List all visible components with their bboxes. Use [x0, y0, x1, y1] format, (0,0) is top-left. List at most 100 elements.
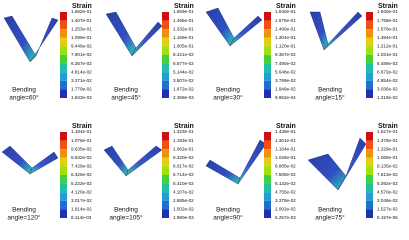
- colorbar-tick: 1.076e-01: [71, 138, 92, 143]
- colorbar-segment: [264, 140, 271, 150]
- colorbar-tick: 1.758e-01: [377, 18, 398, 23]
- colorbar-segment: [60, 132, 67, 141]
- plate: [337, 137, 367, 191]
- colorbar-segment: [264, 175, 271, 184]
- colorbar-segment: [366, 157, 373, 167]
- colorbar-tick: 1.193e-01: [173, 138, 194, 143]
- colorbar-segment: [162, 183, 169, 193]
- colorbar-segment: [366, 166, 373, 175]
- colorbar-tick: 6.357e-02: [71, 61, 92, 66]
- colorbar-tick: 1.914e-02: [71, 207, 92, 212]
- colorbar-segment: [60, 12, 67, 21]
- colorbar-title: Strain: [72, 123, 92, 130]
- plate: [205, 159, 241, 185]
- colorbar-tick: 6.326e-02: [71, 172, 92, 177]
- colorbar-tick: 4.814e-02: [71, 69, 92, 74]
- angle-label: Bending: [216, 87, 240, 94]
- colorbar-tick: 1.502e-02: [173, 207, 194, 212]
- colorbar-tick: 1.301e-01: [275, 138, 296, 143]
- colorbar-segment: [264, 55, 271, 64]
- colorbar-segment: [162, 72, 169, 81]
- angle-label: angle=15°: [315, 94, 345, 102]
- colorbar-segment: [366, 55, 373, 64]
- colorbar-tick: 1.843e-03: [71, 95, 92, 100]
- colorbar-tick: 1.212e-01: [377, 44, 398, 49]
- colorbar-segment: [162, 46, 169, 55]
- colorbar-tick: 1.562e-01: [71, 9, 92, 14]
- colorbar-tick: 4.570e-02: [377, 189, 398, 194]
- angle-label: angle=105°: [109, 214, 143, 222]
- colorbar-tick: 8.017e-02: [173, 164, 194, 169]
- colorbar-segment: [366, 89, 373, 98]
- colorbar-segment: [162, 175, 169, 184]
- colorbar-tick: 1.495e-01: [173, 18, 194, 23]
- colorbar-tick: 1.940e-01: [377, 9, 398, 14]
- colorbar-segment: [60, 37, 67, 47]
- colorbar-tick: 3.036e-02: [377, 87, 398, 92]
- colorbar-title: Strain: [174, 3, 194, 10]
- colorbar-segment: [162, 89, 169, 98]
- plate: [125, 145, 163, 177]
- colorbar-tick: 8.532e-02: [71, 155, 92, 160]
- colorbar-segment: [264, 12, 271, 21]
- colorbar-segment: [366, 80, 373, 90]
- colorbar-tick: 9.446e-02: [71, 44, 92, 49]
- plate: [237, 139, 267, 185]
- colorbar-segment: [60, 29, 67, 38]
- colorbar-segment: [162, 200, 169, 210]
- colorbar-tick: 1.229e-01: [377, 146, 398, 151]
- plate: [29, 17, 59, 63]
- colorbar-segment: [162, 55, 169, 64]
- colorbar-tick: 1.490e-01: [275, 26, 296, 31]
- colorbar-tick: 6.672e-02: [377, 69, 398, 74]
- colorbar-tick: 2.368e-03: [173, 95, 194, 100]
- colorbar-segment: [162, 209, 169, 218]
- colorbar-segment: [366, 20, 373, 30]
- colorbar-tick: 1.990e-03: [173, 215, 194, 220]
- colorbar-segment: [264, 166, 271, 175]
- colorbar-segment: [366, 72, 373, 81]
- colorbar-tick: 7.429e-02: [71, 164, 92, 169]
- colorbar-tick: 6.132e-02: [275, 181, 296, 186]
- angle-label: Bending: [114, 207, 138, 214]
- angle-label: Bending: [318, 207, 342, 214]
- colorbar-segment: [162, 80, 169, 90]
- colorbar-title: Strain: [378, 123, 398, 130]
- colorbar-tick: 4.107e-02: [173, 189, 194, 194]
- colorbar-tick: 1.770e-02: [71, 87, 92, 92]
- colorbar-segment: [264, 157, 271, 167]
- colorbar-tick: 6.197e-05: [377, 215, 398, 220]
- colorbar-title: Strain: [378, 3, 398, 10]
- colorbar-tick: 8.114e-03: [71, 215, 92, 220]
- colorbar-tick: 3.048e-02: [377, 198, 398, 203]
- angle-label: angle=60°: [9, 94, 39, 102]
- colorbar-tick: 1.253e-01: [71, 26, 92, 31]
- colorbar-segment: [60, 63, 67, 73]
- colorbar-tick: 1.949e-02: [275, 87, 296, 92]
- plate: [1, 145, 33, 175]
- colorbar-tick: 1.378e-01: [377, 138, 398, 143]
- colorbar-tick: 6.714e-02: [173, 172, 194, 177]
- colorbar-segment: [60, 140, 67, 150]
- colorbar-tick: 6.257e-03: [275, 215, 296, 220]
- colorbar-tick: 9.367e-02: [275, 52, 296, 57]
- colorbar-tick: 5.648e-02: [275, 69, 296, 74]
- angle-label: angle=120°: [7, 214, 41, 222]
- plate: [131, 21, 163, 57]
- colorbar-tick: 9.962e-04: [275, 95, 296, 100]
- colorbar-segment: [366, 46, 373, 55]
- colorbar-segment: [264, 20, 271, 30]
- angle-label: angle=30°: [213, 94, 243, 102]
- colorbar-segment: [162, 140, 169, 150]
- colorbar-tick: 1.439e-01: [275, 129, 296, 134]
- colorbar-segment: [264, 63, 271, 73]
- colorbar-tick: 7.490e-02: [275, 61, 296, 66]
- colorbar-tick: 8.489e-02: [377, 61, 398, 66]
- colorbar-tick: 3.507e-02: [173, 78, 194, 83]
- colorbar-segment: [366, 29, 373, 38]
- colorbar-tick: 5.222e-02: [71, 181, 92, 186]
- colorbar-segment: [162, 166, 169, 175]
- colorbar-segment: [366, 63, 373, 73]
